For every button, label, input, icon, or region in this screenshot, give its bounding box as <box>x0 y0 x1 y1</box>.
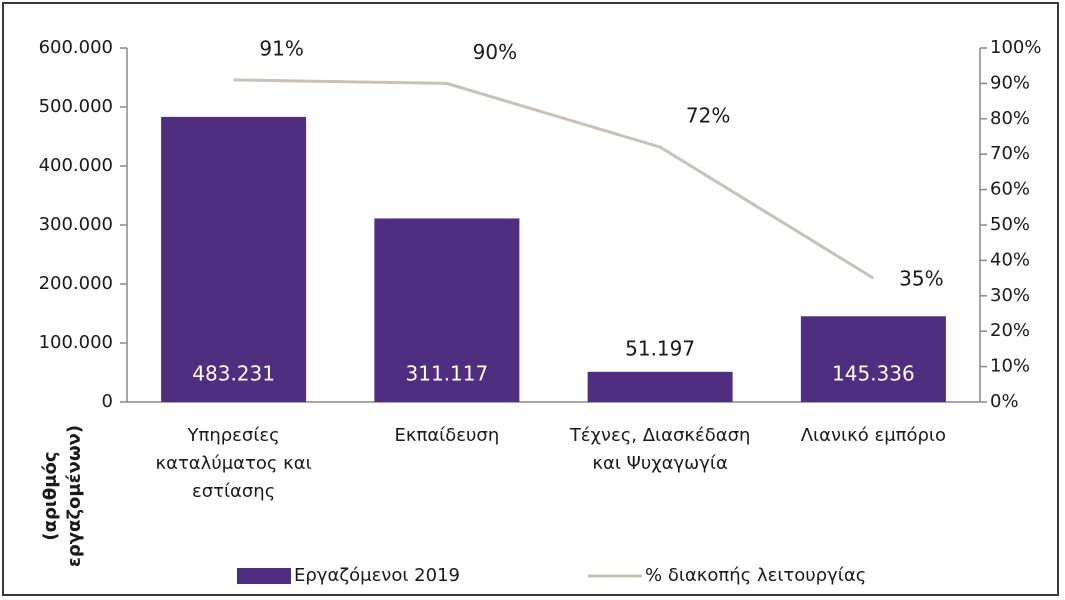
line <box>233 78 875 280</box>
y2-tick-label: 20% <box>990 320 1030 341</box>
y-tick-label: 100.000 <box>39 332 113 353</box>
y2-tick-label: 70% <box>990 143 1030 164</box>
y-tick-label: 0 <box>102 391 113 412</box>
line-value-label: 35% <box>899 267 943 291</box>
y2-tick-label: 90% <box>990 72 1030 93</box>
x-tick-label: Λιανικό εμπόριο <box>800 425 947 446</box>
line-value-label: 90% <box>473 40 517 64</box>
y2-tick-label: 10% <box>990 356 1030 377</box>
y-tick-label: 300.000 <box>39 214 113 235</box>
bar-value-label: 145.336 <box>832 362 915 386</box>
legend-label: Εργαζόμενοι 2019 <box>294 565 460 586</box>
y2-tick-label: 60% <box>990 179 1030 200</box>
x-tick-label: Εκπαίδευση <box>394 425 500 446</box>
bar-value-label: 311.117 <box>406 362 489 386</box>
y2-tick-label: 30% <box>990 285 1030 306</box>
y2-tick-label: 40% <box>990 249 1030 270</box>
line-value-label: 72% <box>686 104 730 128</box>
y2-tick-label: 50% <box>990 214 1030 235</box>
y-axis-label: (αριθμός εργαζομένων) <box>40 424 85 568</box>
bar <box>800 316 946 402</box>
y-tick-label: 200.000 <box>39 273 113 294</box>
bar-value-label: 483.231 <box>192 362 275 386</box>
y2-tick-label: 100% <box>990 37 1041 58</box>
bar-value-label: 51.197 <box>625 336 695 360</box>
x-tick-label: Τέχνες, Διασκέδαση και Ψυχαγωγία <box>569 425 751 474</box>
y-tick-label: 400.000 <box>39 155 113 176</box>
legend-label: % διακοπής λειτουργίας <box>645 565 866 586</box>
y2-tick-label: 80% <box>990 108 1030 129</box>
y-tick-label: 600.000 <box>39 37 113 58</box>
bar <box>161 116 307 402</box>
y-tick-label: 500.000 <box>39 96 113 117</box>
x-tick-label: Υπηρεσίες καταλύματος και εστίασης <box>155 425 312 502</box>
line-value-label: 91% <box>259 36 303 60</box>
bar <box>587 371 733 402</box>
bar <box>374 218 520 402</box>
legend-swatch <box>237 568 291 584</box>
y2-tick-label: 0% <box>990 391 1019 412</box>
